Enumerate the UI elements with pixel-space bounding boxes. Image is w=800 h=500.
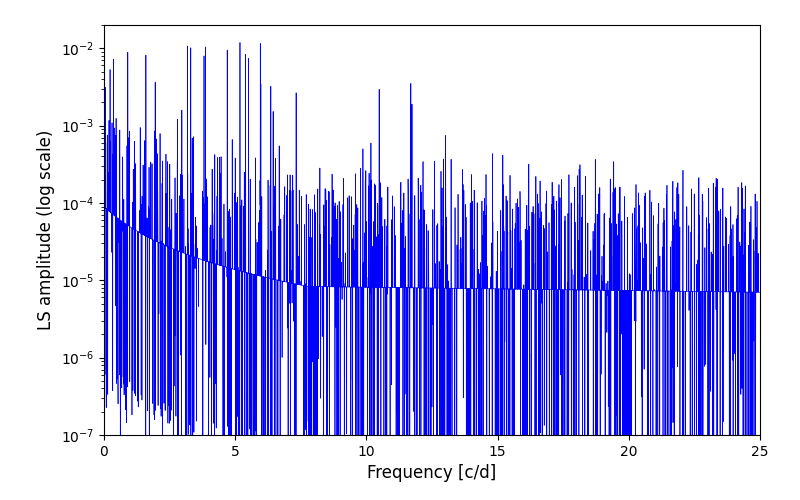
Y-axis label: LS amplitude (log scale): LS amplitude (log scale) (38, 130, 55, 330)
X-axis label: Frequency [c/d]: Frequency [c/d] (367, 464, 497, 482)
